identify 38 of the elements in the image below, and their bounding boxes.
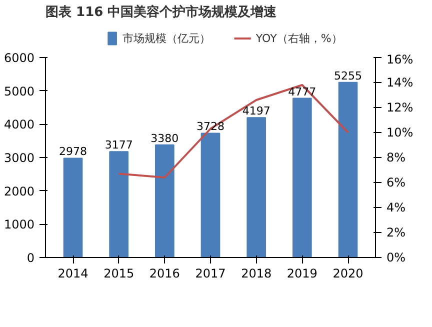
x-tick-label: 2020 (332, 266, 364, 280)
legend-label: YOY（右轴，%） (254, 32, 342, 45)
bar (338, 82, 358, 258)
chart-title: 图表 116 中国美容个护市场规模及增速 (46, 4, 278, 20)
y2-tick-label: 4% (386, 200, 406, 214)
bar (292, 98, 312, 258)
y2-tick-label: 10% (386, 126, 414, 140)
x-tick-label: 2017 (195, 266, 226, 280)
bar (63, 158, 83, 258)
data-label: 3380 (150, 132, 179, 145)
y2-tick-label: 12% (386, 100, 414, 114)
x-tick-label: 2019 (286, 266, 318, 280)
y-tick-label: 0 (26, 251, 35, 265)
y-tick-label: 1000 (4, 218, 35, 232)
y2-tick-label: 8% (386, 150, 406, 164)
bar (200, 132, 220, 258)
data-label: 4197 (242, 104, 270, 118)
legend-label: 市场规模（亿元） (122, 32, 210, 45)
y-tick-label: 4000 (4, 118, 35, 132)
data-label: 3177 (104, 138, 133, 152)
y-tick-label: 3000 (4, 151, 35, 165)
y-tick-label: 5000 (4, 84, 35, 98)
x-tick-label: 2018 (241, 266, 272, 280)
data-label: 5255 (334, 69, 362, 82)
y2-tick-label: 0% (386, 250, 406, 264)
bar (155, 144, 174, 258)
bar (109, 151, 128, 258)
y2-tick-label: 2% (386, 226, 406, 240)
data-label: 2978 (59, 145, 88, 158)
y2-tick-label: 16% (386, 52, 414, 66)
x-tick-label: 2014 (58, 266, 88, 280)
y2-tick-label: 14% (386, 76, 414, 90)
x-tick-label: 2015 (104, 266, 134, 280)
x-tick-label: 2016 (149, 266, 180, 280)
y2-tick-label: 6% (386, 176, 406, 190)
y-tick-label: 6000 (4, 51, 35, 65)
bar (246, 117, 266, 258)
y-tick-label: 2000 (4, 184, 35, 198)
